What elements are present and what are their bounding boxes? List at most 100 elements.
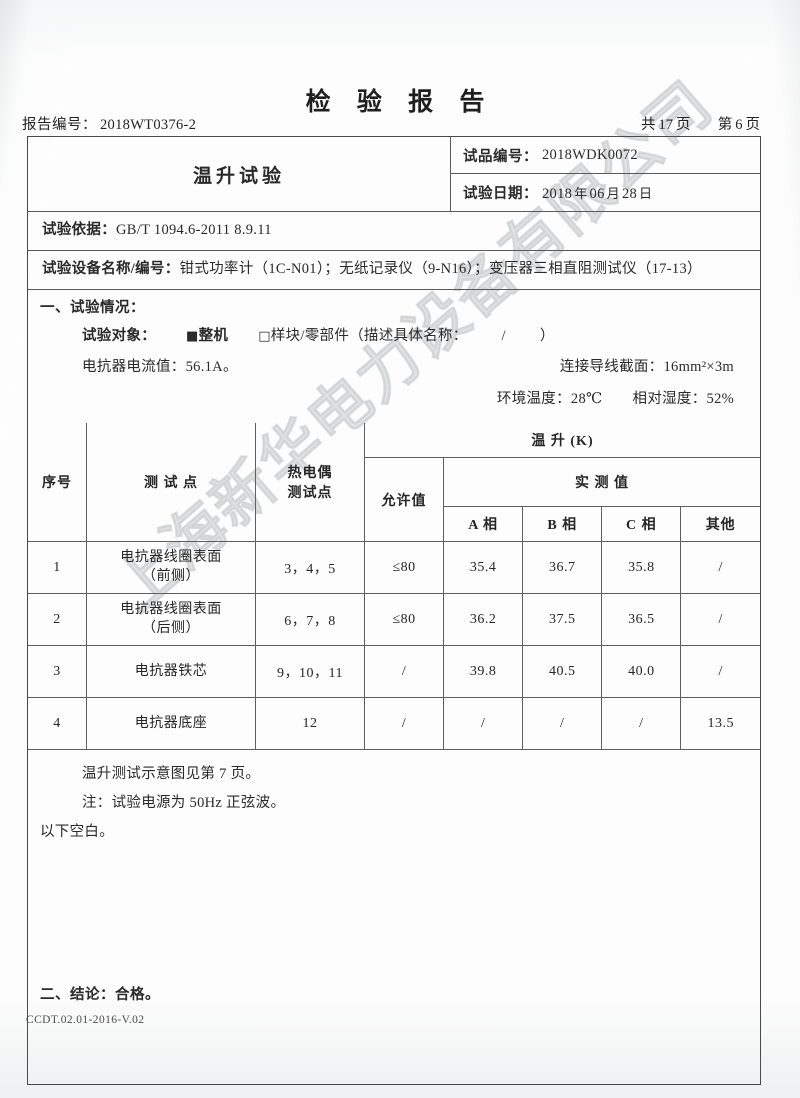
total-pages-prefix: 共 bbox=[641, 117, 656, 133]
report-top-block: 温升试验 试品编号： 2018WDK0072 试验日期： 2018 年 06 月 28 日 bbox=[28, 137, 760, 212]
sample-number-row: 试品编号： 2018WDK0072 bbox=[451, 137, 760, 174]
test-equipment-value: 钳式功率计（1C-N01）；无纸记录仪（9-N16）；变压器三相直阻测试仪（17… bbox=[179, 260, 702, 277]
test-equipment-label: 试验设备名称/编号： bbox=[42, 260, 180, 277]
test-date-year: 2018 bbox=[542, 185, 573, 202]
col-header-test-point: 测 试 点 bbox=[86, 423, 256, 543]
col-header-thermocouple-line1: 热电偶 bbox=[287, 466, 333, 482]
cell-phase-a: 35.4 bbox=[443, 541, 524, 595]
cell-phase-b: 36.7 bbox=[522, 541, 603, 595]
table-body: 1 电抗器线圈表面 （前侧） 3，4，5 ≤80 35.4 36.7 35.8 … bbox=[28, 541, 760, 751]
current-page-prefix: 第 bbox=[717, 117, 733, 133]
table-row: 4 电抗器底座 12 / / / / 13.5 bbox=[28, 697, 760, 751]
cell-test-point: 电抗器底座 bbox=[86, 697, 256, 751]
cell-other: / bbox=[680, 593, 760, 647]
test-date-label: 试验日期： bbox=[463, 186, 538, 202]
col-header-temp-rise: 温 升 (K) bbox=[364, 423, 760, 459]
report-body-frame: 温升试验 试品编号： 2018WDK0072 试验日期： 2018 年 06 月 28 日 … bbox=[27, 136, 761, 1086]
environment-group: 环境温度：28℃ 相对湿度：52% bbox=[497, 386, 734, 414]
cell-thermocouple: 6，7，8 bbox=[255, 593, 365, 647]
test-object-row: 试验对象： ■整机 □样块/零部件（描述具体名称： / ） bbox=[28, 321, 760, 353]
reactor-current-row: 电抗器电流值：56.1A。 连接导线截面：16mm²×3m bbox=[28, 352, 760, 384]
cell-test-point: 电抗器线圈表面 （后侧） bbox=[86, 593, 256, 647]
table-row: 3 电抗器铁芯 9，10，11 / 39.8 40.5 40.0 / bbox=[28, 645, 760, 699]
cell-thermocouple: 12 bbox=[255, 697, 365, 751]
test-object-label: 试验对象： bbox=[82, 327, 156, 344]
cell-test-point-line2: （后侧） bbox=[142, 620, 200, 636]
cell-phase-c: 36.5 bbox=[601, 593, 682, 647]
reactor-current-value: 56.1A。 bbox=[185, 359, 238, 376]
wire-section-label: 连接导线截面： bbox=[559, 359, 664, 376]
cell-phase-a: 39.8 bbox=[443, 645, 524, 699]
cell-allowed: ≤80 bbox=[363, 593, 445, 647]
test-date-month-unit: 月 bbox=[606, 185, 620, 201]
cell-phase-b: / bbox=[522, 697, 603, 751]
test-date-row: 试验日期： 2018 年 06 月 28 日 bbox=[451, 174, 760, 211]
page-title: 检 验 报 告 bbox=[305, 89, 495, 116]
cell-other: / bbox=[680, 541, 760, 595]
report-number-value: 2018WT0376-2 bbox=[100, 117, 197, 133]
report-number: 报告编号： 2018WT0376-2 bbox=[22, 113, 196, 134]
test-date-day: 28 bbox=[621, 185, 638, 202]
reactor-current-label: 电抗器电流值： bbox=[82, 359, 186, 376]
footer-form-code: CCDT.02.01-2016-V.02 bbox=[26, 1014, 145, 1026]
cell-test-point-line1: 电抗器线圈表面 bbox=[120, 550, 222, 566]
humidity-value: 52% bbox=[706, 390, 734, 407]
temperature-rise-table: 序号 测 试 点 热电偶 测试点 温 升 (K) 允许值 实 测 值 A 相 B… bbox=[28, 423, 760, 751]
test-date-value: 2018 年 06 月 28 日 bbox=[542, 183, 654, 203]
cell-test-point-line2: （前侧） bbox=[142, 568, 200, 584]
sample-number-label: 试品编号： bbox=[463, 148, 538, 165]
sample-info-cell: 试品编号： 2018WDK0072 试验日期： 2018 年 06 月 28 日 bbox=[451, 137, 760, 211]
environment-row: 环境温度：28℃ 相对湿度：52% bbox=[28, 384, 760, 416]
table-row: 2 电抗器线圈表面 （后侧） 6，7，8 ≤80 36.2 37.5 36.5 … bbox=[28, 593, 760, 647]
col-header-phase-a: A 相 bbox=[443, 506, 524, 543]
checkbox-sample-part-label: 样块/零部件（描述具体名称： bbox=[270, 327, 468, 344]
cell-test-point: 电抗器线圈表面 （前侧） bbox=[86, 541, 256, 595]
wire-section-group: 连接导线截面：16mm²×3m bbox=[560, 354, 734, 382]
col-header-thermocouple-line2: 测试点 bbox=[287, 486, 333, 502]
current-page-unit: 页 bbox=[745, 117, 761, 133]
cell-other: 13.5 bbox=[680, 697, 760, 751]
cell-phase-b: 40.5 bbox=[522, 645, 603, 699]
notes-block: 温升测试示意图见第 7 页。 注：试验电源为 50Hz 正弦波。 以下空白。 bbox=[28, 750, 760, 851]
cell-allowed: / bbox=[363, 645, 445, 699]
cell-phase-b: 37.5 bbox=[522, 593, 603, 647]
checkbox-sample-part-unchecked[interactable]: □ bbox=[258, 328, 271, 344]
cell-no: 3 bbox=[28, 645, 87, 699]
table-header-row-2: 允许值 实 测 值 bbox=[28, 457, 760, 543]
test-basis-label: 试验依据： bbox=[42, 222, 116, 238]
col-header-no: 序号 bbox=[28, 423, 87, 543]
col-header-allowed: 允许值 bbox=[363, 457, 445, 543]
table-row: 1 电抗器线圈表面 （前侧） 3，4，5 ≤80 35.4 36.7 35.8 … bbox=[28, 541, 760, 595]
cell-phase-c: / bbox=[601, 697, 682, 751]
report-number-label: 报告编号： bbox=[22, 117, 97, 133]
sample-part-close-paren: ） bbox=[539, 327, 555, 344]
test-basis-row: 试验依据：GB/T 1094.6-2011 8.9.11 bbox=[28, 212, 760, 251]
cell-phase-a: 36.2 bbox=[443, 593, 524, 647]
cell-no: 1 bbox=[28, 541, 87, 595]
humidity-label: 相对湿度： bbox=[632, 390, 707, 407]
checkbox-whole-machine-checked[interactable]: ■ bbox=[186, 328, 199, 344]
total-pages-unit: 页 bbox=[676, 117, 691, 133]
note-blank-below: 以下空白。 bbox=[40, 824, 114, 841]
test-date-month: 06 bbox=[589, 185, 605, 202]
cell-allowed: / bbox=[363, 697, 445, 751]
cell-phase-a: / bbox=[443, 697, 524, 751]
cell-no: 4 bbox=[28, 697, 87, 751]
total-pages-value: 17 bbox=[658, 117, 674, 133]
col-header-measured: 实 测 值 bbox=[443, 457, 760, 508]
test-equipment-row: 试验设备名称/编号：钳式功率计（1C-N01）；无纸记录仪（9-N16）；变压器… bbox=[28, 251, 760, 290]
cell-thermocouple: 9，10，11 bbox=[255, 645, 365, 699]
cell-test-point-line1: 电抗器线圈表面 bbox=[120, 602, 222, 618]
test-date-day-unit: 日 bbox=[639, 185, 653, 201]
table-header: 序号 测 试 点 热电偶 测试点 温 升 (K) 允许值 实 测 值 A 相 B… bbox=[28, 423, 760, 543]
table-header-row-1: 序号 测 试 点 热电偶 测试点 温 升 (K) bbox=[28, 423, 760, 543]
ambient-temp-value: 28℃ bbox=[570, 390, 603, 407]
cell-test-point: 电抗器铁芯 bbox=[86, 645, 256, 699]
section1-heading: 一、试验情况： bbox=[40, 299, 145, 316]
sample-number-value: 2018WDK0072 bbox=[542, 146, 638, 163]
blank-area bbox=[28, 851, 760, 977]
section2-conclusion: 二、结论：合格。 bbox=[40, 987, 160, 1004]
